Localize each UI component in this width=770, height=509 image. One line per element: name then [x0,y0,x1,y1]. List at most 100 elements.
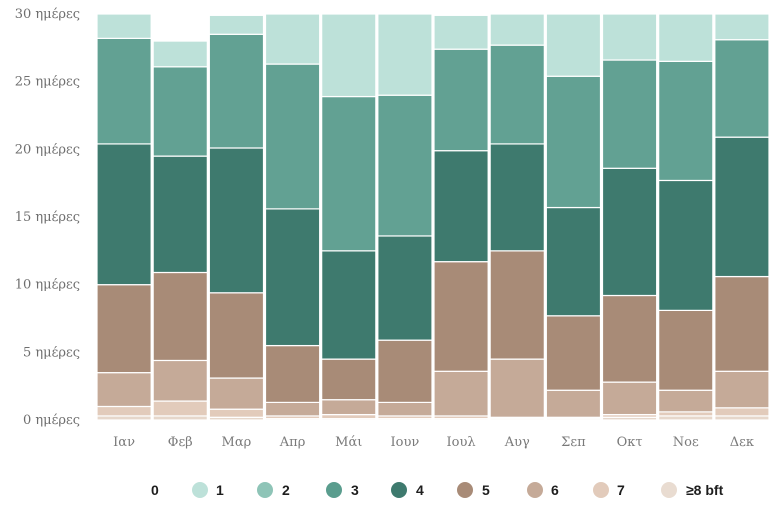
bar-segment-9-5 [601,59,658,169]
x-tick-label: Μαρ [222,435,252,450]
bar-segment-9-4 [601,167,658,297]
bar-segment-6-3 [433,261,489,372]
bar-segment-0-6 [96,13,152,39]
bar-segment-3-2 [264,401,321,417]
bar-segment-10-5 [658,60,714,182]
bar-segment-3-6 [264,13,321,65]
bar-segment-9-3 [601,294,658,383]
bar-segment-4-1 [321,413,377,420]
bar-segment-10-2 [658,389,714,413]
bar-segment-0-3 [96,284,152,374]
bar-segment-11-0 [714,415,770,421]
bar-segment-7-5 [489,44,545,145]
legend-label: 6 [551,482,559,498]
legend-swatch-icon [391,482,407,498]
legend-label: 2 [282,482,290,498]
bar-segment-6-2 [433,370,489,417]
x-tick-label: Φεβ [168,435,193,450]
bar-segment-10-0 [658,415,714,421]
legend-swatch-icon [257,482,273,498]
bar-segment-8-4 [545,206,602,317]
bar-segment-4-2 [321,399,377,416]
bar-segment-11-1 [714,407,770,417]
x-tick-label: Απρ [279,435,306,450]
y-tick-label: 15 ημέρες [15,210,80,225]
x-tick-label: Μάι [335,435,362,450]
bar-segment-9-6 [601,13,658,61]
bar-segment-5-5 [377,94,433,237]
legend-label: 4 [416,482,424,498]
bar-segment-0-5 [96,37,152,145]
bar-segment-4-3 [321,358,377,401]
bar-segment-1-6 [152,40,208,68]
x-axis: Ιαν Φεβ Μαρ Απρ Μάι Ιουν Ιουλ Αυγ Σεπ Οκτ Νοε Δεκ [113,435,754,450]
legend-swatch-icon [457,482,473,498]
bar-segment-8-6 [545,13,602,77]
bar-segment-6-4 [433,150,489,263]
bar-segment-0-1 [96,405,152,417]
legend-swatch-icon [527,482,543,498]
bar-segment-4-5 [321,95,377,252]
bar-segment-1-1 [152,400,208,417]
bar-segment-2-1 [208,408,265,418]
bar-segment-8-3 [545,315,602,391]
bar-segment-8-5 [545,75,602,209]
bar-segment-9-2 [601,381,658,416]
y-tick-label: 30 ημέρες [15,7,80,22]
x-tick-label: Ιουν [391,435,420,450]
x-tick-label: Σεπ [561,435,586,450]
bar-segment-1-2 [152,359,208,402]
legend-swatch-icon [192,482,208,498]
legend-label: 0 [151,482,159,498]
bar-segment-8-2 [545,389,602,418]
legend-label: 5 [482,482,490,498]
y-tick-label: 25 ημέρες [15,75,80,90]
x-tick-label: Νοε [673,435,699,450]
bar-segment-0-4 [96,143,152,286]
y-tick-label: 10 ημέρες [15,278,80,293]
bar-segment-0-2 [96,372,152,408]
bar-segment-6-6 [433,14,489,50]
bar-segment-5-6 [377,13,433,96]
bar-segment-7-4 [489,143,545,252]
bar-segment-10-4 [658,179,714,311]
legend: 0 1 2 3 4 5 6 7 ≥8 bft [151,482,724,498]
bar-segment-4-6 [321,13,377,98]
bars-group [96,13,770,421]
bar-segment-5-4 [377,235,433,341]
bar-segment-7-6 [489,13,545,46]
bar-segment-11-2 [714,370,770,409]
bar-segment-7-3 [489,250,545,360]
legend-label: 3 [351,482,359,498]
bar-segment-2-6 [208,14,265,35]
legend-label: ≥8 bft [686,482,724,498]
bar-segment-5-3 [377,339,433,404]
bar-segment-11-6 [714,13,770,41]
bar-segment-3-5 [264,63,321,210]
legend-swatch-icon [326,482,342,498]
x-tick-label: Δεκ [730,435,754,450]
bar-segment-11-4 [714,136,770,278]
legend-swatch-icon [593,482,609,498]
x-tick-label: Ιουλ [447,435,476,450]
bar-segment-7-2 [489,358,545,418]
y-axis: 0 ημέρες 5 ημέρες 10 ημέρες 15 ημέρες 20 ημέ… [15,7,80,428]
y-tick-label: 0 ημέρες [23,413,80,428]
x-tick-label: Αυγ [504,435,530,450]
bar-segment-2-2 [208,377,265,410]
bar-segment-0-0 [96,415,152,421]
bar-segment-1-0 [152,415,208,421]
legend-label: 1 [216,482,224,498]
bar-segment-6-5 [433,48,489,152]
bar-segment-1-3 [152,271,208,362]
y-tick-label: 5 ημέρες [23,345,80,360]
bar-segment-2-3 [208,292,265,379]
bar-segment-11-3 [714,275,770,372]
legend-label: 7 [617,482,625,498]
bar-segment-2-4 [208,147,265,294]
x-tick-label: Οκτ [617,435,643,450]
bar-segment-10-1 [658,411,714,417]
bar-segment-1-5 [152,66,208,157]
bar-segment-2-5 [208,33,265,149]
